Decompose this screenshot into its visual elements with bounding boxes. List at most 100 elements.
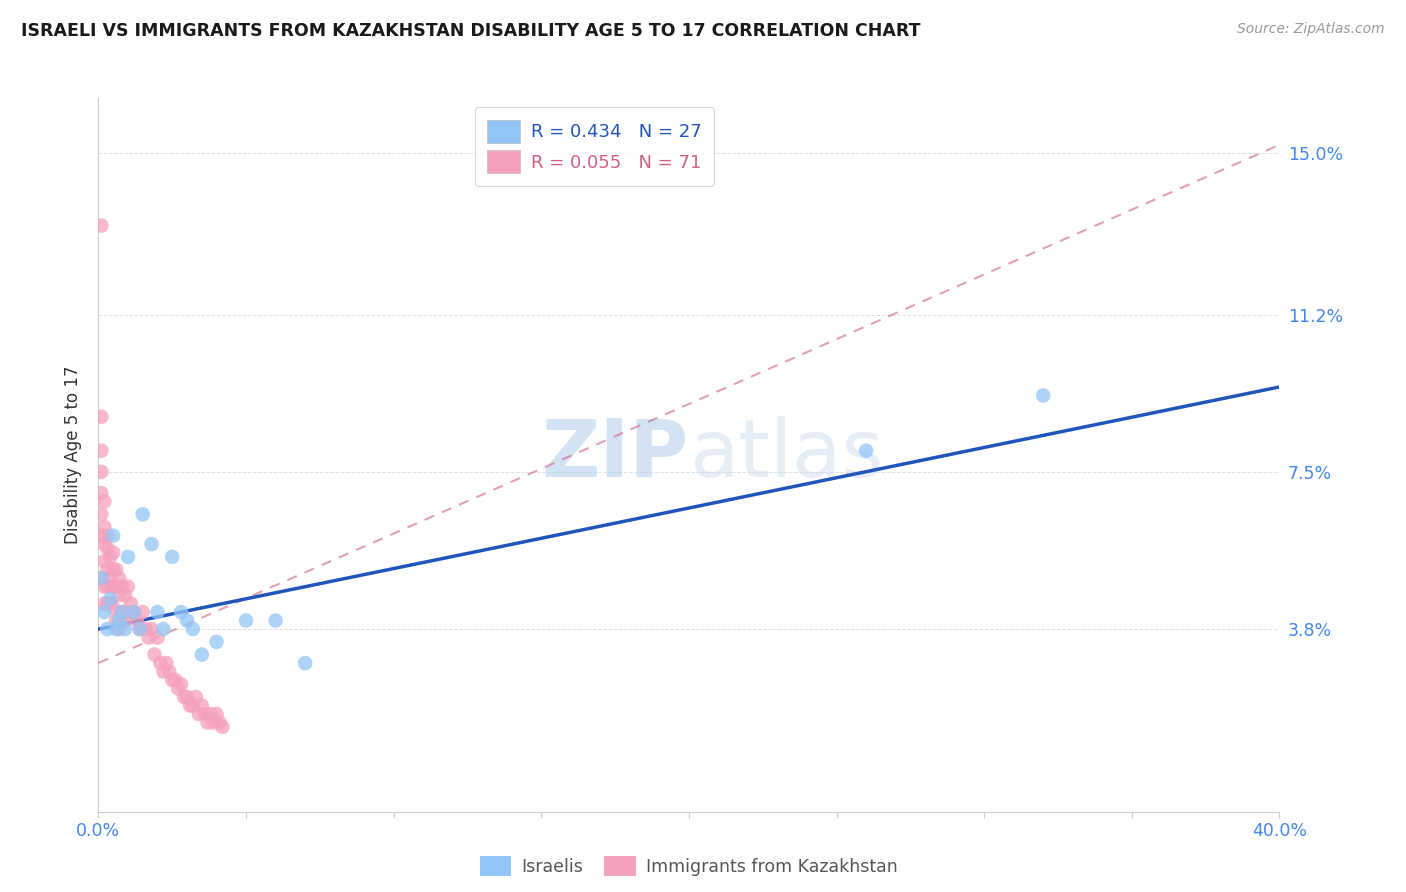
Point xyxy=(143,648,166,662)
Point xyxy=(93,554,115,568)
Point xyxy=(103,546,125,560)
Point xyxy=(96,528,118,542)
Point xyxy=(202,715,225,730)
Point xyxy=(108,622,131,636)
Point xyxy=(194,706,217,721)
Point xyxy=(135,622,157,636)
Point xyxy=(181,622,204,636)
Point xyxy=(90,409,112,424)
Point xyxy=(111,580,134,594)
Point xyxy=(181,698,204,713)
Point xyxy=(96,563,118,577)
Point xyxy=(103,528,125,542)
Point xyxy=(197,715,219,730)
Point xyxy=(117,605,139,619)
Point xyxy=(103,600,125,615)
Point xyxy=(141,537,163,551)
Point xyxy=(170,605,193,619)
Point xyxy=(111,605,134,619)
Point xyxy=(105,580,128,594)
Point xyxy=(132,605,155,619)
Y-axis label: Disability Age 5 to 17: Disability Age 5 to 17 xyxy=(63,366,82,544)
Point xyxy=(108,571,131,585)
Point xyxy=(98,571,121,585)
Point xyxy=(90,571,112,585)
Point xyxy=(122,605,145,619)
Point xyxy=(149,656,172,670)
Point xyxy=(93,520,115,534)
Point xyxy=(90,508,112,522)
Point xyxy=(208,715,231,730)
Point xyxy=(170,677,193,691)
Point xyxy=(1032,388,1054,402)
Point xyxy=(93,537,115,551)
Point xyxy=(98,592,121,607)
Point xyxy=(96,580,118,594)
Text: ZIP: ZIP xyxy=(541,416,689,494)
Point xyxy=(90,486,112,500)
Point xyxy=(96,541,118,556)
Point xyxy=(235,614,257,628)
Point xyxy=(93,605,115,619)
Point xyxy=(138,631,160,645)
Point xyxy=(90,571,112,585)
Point xyxy=(152,665,174,679)
Text: Source: ZipAtlas.com: Source: ZipAtlas.com xyxy=(1237,22,1385,37)
Point xyxy=(167,681,190,696)
Point xyxy=(162,549,183,564)
Point xyxy=(128,622,150,636)
Point xyxy=(128,622,150,636)
Point xyxy=(90,528,112,542)
Point xyxy=(114,622,136,636)
Point xyxy=(93,494,115,508)
Point xyxy=(200,706,222,721)
Point xyxy=(117,549,139,564)
Point xyxy=(103,580,125,594)
Point xyxy=(93,580,115,594)
Point xyxy=(114,588,136,602)
Point xyxy=(146,605,169,619)
Point xyxy=(152,622,174,636)
Point xyxy=(187,706,209,721)
Point xyxy=(179,698,201,713)
Point xyxy=(93,597,115,611)
Point xyxy=(90,219,112,233)
Point xyxy=(125,614,148,628)
Point xyxy=(103,563,125,577)
Point xyxy=(294,656,316,670)
Point xyxy=(122,605,145,619)
Legend: Israelis, Immigrants from Kazakhstan: Israelis, Immigrants from Kazakhstan xyxy=(471,847,907,885)
Point xyxy=(162,673,183,687)
Point xyxy=(111,605,134,619)
Text: atlas: atlas xyxy=(689,416,883,494)
Point xyxy=(96,597,118,611)
Point xyxy=(173,690,195,704)
Text: ISRAELI VS IMMIGRANTS FROM KAZAKHSTAN DISABILITY AGE 5 TO 17 CORRELATION CHART: ISRAELI VS IMMIGRANTS FROM KAZAKHSTAN DI… xyxy=(21,22,921,40)
Point xyxy=(211,720,233,734)
Point xyxy=(165,673,187,687)
Point xyxy=(205,706,228,721)
Point xyxy=(191,648,214,662)
Point xyxy=(155,656,177,670)
Point xyxy=(176,614,198,628)
Point xyxy=(205,635,228,649)
Point xyxy=(146,631,169,645)
Point xyxy=(132,508,155,522)
Point xyxy=(184,690,207,704)
Point xyxy=(105,563,128,577)
Point xyxy=(176,690,198,704)
Point xyxy=(117,580,139,594)
Point xyxy=(90,443,112,458)
Point xyxy=(157,665,180,679)
Point xyxy=(120,597,142,611)
Point xyxy=(264,614,287,628)
Point xyxy=(191,698,214,713)
Point xyxy=(108,614,131,628)
Point xyxy=(114,614,136,628)
Point xyxy=(108,588,131,602)
Point xyxy=(105,622,128,636)
Point xyxy=(90,465,112,479)
Point xyxy=(855,443,877,458)
Point xyxy=(98,549,121,564)
Point xyxy=(105,614,128,628)
